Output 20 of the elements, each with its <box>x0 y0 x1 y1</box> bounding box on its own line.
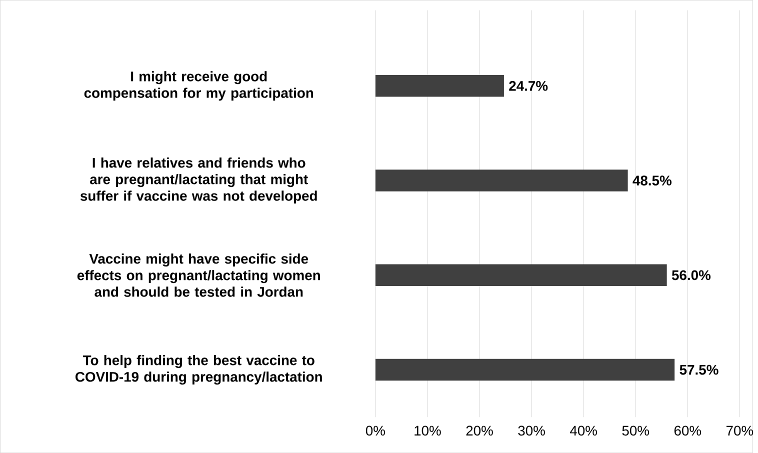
y-tick-label: I have relatives and friends who are pregnant/lactating that might suffer if vaccine was not developed <box>80 157 317 204</box>
y-tick-label: Vaccine might have specific side effects on pregnant/lactating women and should be tested in Jordan <box>77 253 320 297</box>
x-tick-label: 40% <box>570 426 597 436</box>
bar <box>375 358 675 381</box>
x-tick-label: 70% <box>726 426 754 436</box>
x-tick-label: 50% <box>622 426 650 436</box>
bar <box>375 74 504 97</box>
x-tick-label: 60% <box>674 426 702 436</box>
data-label: 24.7% <box>509 80 548 91</box>
x-tick-label: 20% <box>466 426 493 436</box>
data-label: 56.0% <box>672 270 711 280</box>
bar <box>375 170 628 192</box>
data-label: 48.5% <box>632 176 672 186</box>
y-tick-label: I might receive good compensation for my participation <box>84 71 314 101</box>
x-tick-label: 30% <box>518 426 545 436</box>
y-tick-label: To help finding the best vaccine to COVID-19 during pregnancy/lactation <box>76 354 322 385</box>
x-tick-label: 10% <box>414 426 441 436</box>
data-label: 57.5% <box>680 364 718 375</box>
x-tick-label: 0% <box>366 426 385 436</box>
bar <box>375 264 667 286</box>
